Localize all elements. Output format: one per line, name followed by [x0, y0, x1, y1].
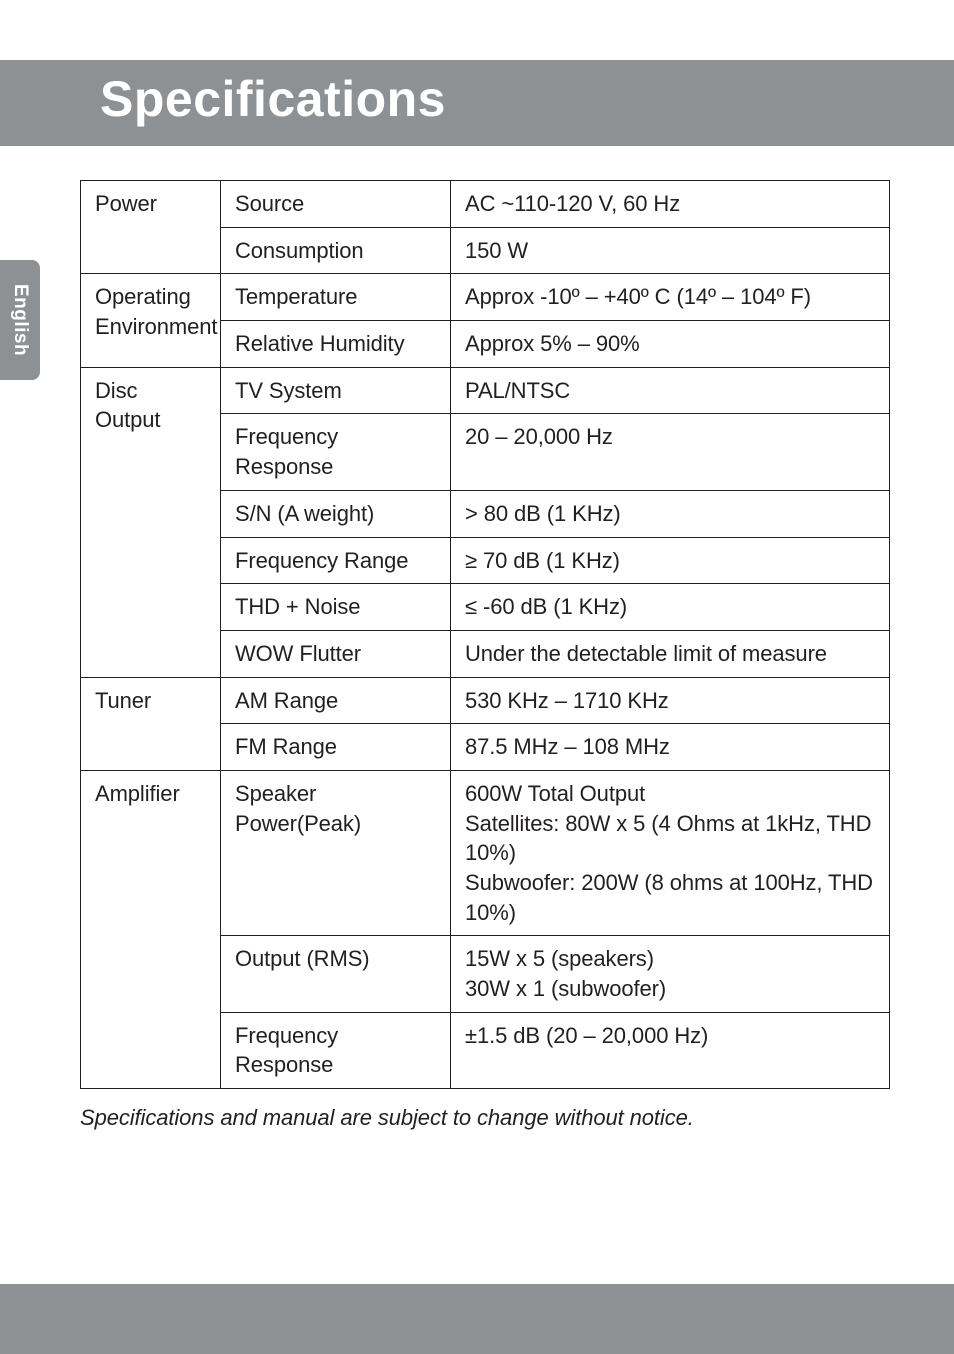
spec-label: FM Range [221, 724, 451, 771]
table-row: Operating EnvironmentTemperatureApprox -… [81, 274, 890, 321]
spec-label: Temperature [221, 274, 451, 321]
page-title: Specifications [0, 60, 954, 138]
table-row: PowerSourceAC ~110-120 V, 60 Hz [81, 181, 890, 228]
spec-label: Frequency Range [221, 537, 451, 584]
spec-value: Approx 5% – 90% [451, 321, 890, 368]
spec-label: THD + Noise [221, 584, 451, 631]
spec-label: Source [221, 181, 451, 228]
spec-value: ±1.5 dB (20 – 20,000 Hz) [451, 1012, 890, 1088]
spec-label: Relative Humidity [221, 321, 451, 368]
spec-category: Operating Environment [81, 274, 221, 367]
spec-label: WOW Flutter [221, 630, 451, 677]
spec-label: Consumption [221, 227, 451, 274]
spec-label: Output (RMS) [221, 936, 451, 1012]
spec-value: AC ~110-120 V, 60 Hz [451, 181, 890, 228]
spec-value: ≥ 70 dB (1 KHz) [451, 537, 890, 584]
spec-category: Amplifier [81, 770, 221, 1088]
title-bar: Specifications [0, 60, 954, 146]
spec-value: PAL/NTSC [451, 367, 890, 414]
spec-value: > 80 dB (1 KHz) [451, 490, 890, 537]
spec-value: 150 W [451, 227, 890, 274]
spec-label: AM Range [221, 677, 451, 724]
spec-label: Speaker Power(Peak) [221, 770, 451, 935]
spec-label: Frequency Response [221, 414, 451, 490]
spec-value: 87.5 MHz – 108 MHz [451, 724, 890, 771]
footnote: Specifications and manual are subject to… [80, 1105, 890, 1131]
spec-label: Frequency Response [221, 1012, 451, 1088]
spec-value: ≤ -60 dB (1 KHz) [451, 584, 890, 631]
table-row: AmplifierSpeaker Power(Peak)600W Total O… [81, 770, 890, 935]
spec-category: Tuner [81, 677, 221, 770]
spec-value: Under the detectable limit of measure [451, 630, 890, 677]
language-tab: English [0, 260, 40, 380]
table-row: Disc OutputTV SystemPAL/NTSC [81, 367, 890, 414]
spec-value: 600W Total OutputSatellites: 80W x 5 (4 … [451, 770, 890, 935]
spec-value: 15W x 5 (speakers)30W x 1 (subwoofer) [451, 936, 890, 1012]
spec-category: Disc Output [81, 367, 221, 677]
spec-value: Approx -10º – +40º C (14º – 104º F) [451, 274, 890, 321]
spec-label: TV System [221, 367, 451, 414]
content-area: PowerSourceAC ~110-120 V, 60 HzConsumpti… [80, 180, 890, 1131]
spec-table: PowerSourceAC ~110-120 V, 60 HzConsumpti… [80, 180, 890, 1089]
language-label: English [9, 284, 31, 356]
spec-value: 530 KHz – 1710 KHz [451, 677, 890, 724]
spec-label: S/N (A weight) [221, 490, 451, 537]
table-row: TunerAM Range530 KHz – 1710 KHz [81, 677, 890, 724]
spec-value: 20 – 20,000 Hz [451, 414, 890, 490]
spec-category: Power [81, 181, 221, 274]
footer-bar [0, 1284, 954, 1354]
